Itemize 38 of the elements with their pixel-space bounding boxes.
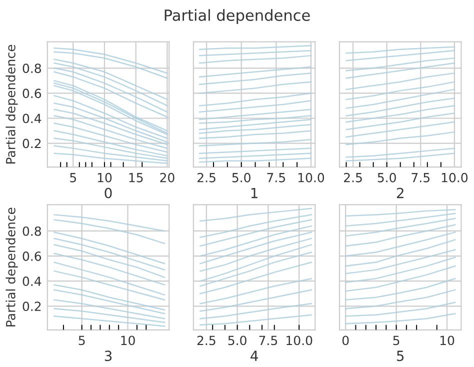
x-axis-title: 0 <box>104 188 112 198</box>
x-axis-title: 2 <box>396 188 404 198</box>
x-tick-label: 5.0 <box>378 172 396 182</box>
y-tick-label: 0.2 <box>22 302 41 312</box>
x-tick-label: 10.0 <box>298 172 324 182</box>
x-tick-label: 10 <box>440 336 454 346</box>
y-tick-label: 0.2 <box>22 138 41 148</box>
y-axis-title: Partial dependence <box>6 44 18 164</box>
x-tick-label: 10.0 <box>286 336 312 346</box>
x-tick-label: 7.5 <box>259 336 278 346</box>
x-axis-title: 5 <box>397 350 404 362</box>
x-tick-label: 0 <box>342 336 349 346</box>
x-tick-label: 2.5 <box>344 172 362 182</box>
y-tick-label: 0.6 <box>22 252 42 261</box>
y-tick-label: 0.6 <box>22 88 42 98</box>
x-tick-label: 10.0 <box>442 172 468 182</box>
x-tick-label: 2.5 <box>198 172 216 182</box>
y-tick-label: 0.4 <box>22 114 42 124</box>
y-tick-label: 0.8 <box>22 226 41 236</box>
x-axis-title: 3 <box>104 350 112 362</box>
x-tick-label: 5.0 <box>232 172 250 182</box>
x-tick-label: 5 <box>78 336 85 346</box>
x-tick-label: 15 <box>129 173 143 182</box>
x-axis-title: 1 <box>251 188 258 198</box>
x-tick-label: 7.5 <box>267 173 286 182</box>
x-tick-label: 5 <box>70 173 76 182</box>
chart-title: Partial dependence <box>164 9 310 24</box>
x-tick-label: 20 <box>160 172 174 182</box>
x-tick-label: 2.5 <box>197 336 216 346</box>
x-tick-label: 7.5 <box>412 173 430 182</box>
x-tick-label: 10 <box>98 172 112 182</box>
y-axis-title: Partial dependence <box>6 208 18 326</box>
x-tick-label: 10 <box>121 336 135 346</box>
x-tick-label: 5 <box>393 336 400 346</box>
y-tick-label: 0.8 <box>22 64 41 74</box>
x-axis-title: 4 <box>250 350 258 361</box>
x-tick-label: 5.0 <box>228 336 246 346</box>
y-tick-label: 0.4 <box>22 276 42 286</box>
